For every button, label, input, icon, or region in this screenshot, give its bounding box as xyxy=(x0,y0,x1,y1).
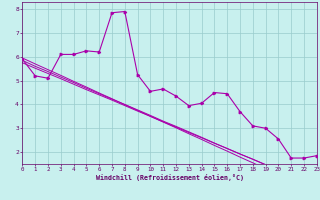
X-axis label: Windchill (Refroidissement éolien,°C): Windchill (Refroidissement éolien,°C) xyxy=(96,174,244,181)
